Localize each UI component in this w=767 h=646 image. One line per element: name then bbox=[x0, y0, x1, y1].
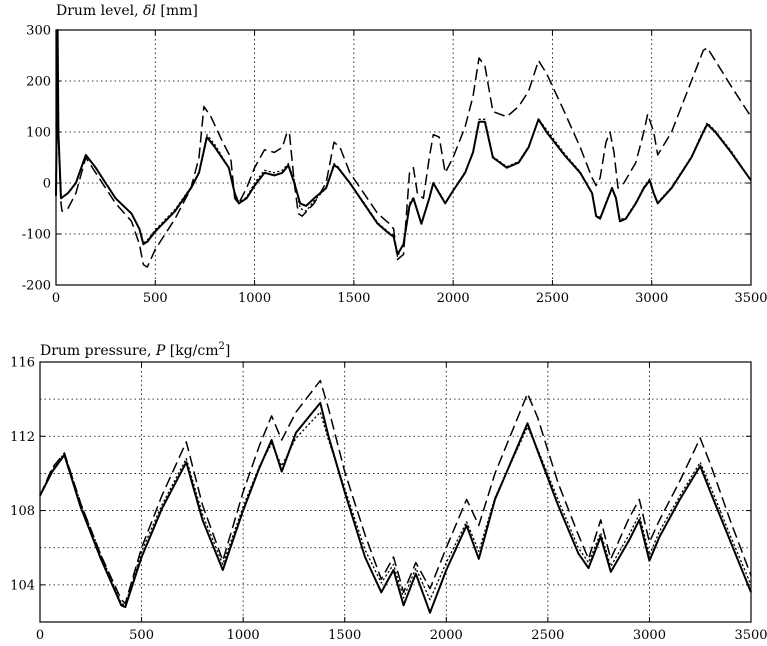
x-tick-label: 0 bbox=[36, 628, 44, 643]
x-tick-label: 0 bbox=[52, 291, 60, 306]
series-line-solid bbox=[39, 401, 752, 614]
y-tick-label: 100 bbox=[26, 126, 51, 141]
drum-pressure-grid bbox=[40, 362, 751, 622]
drum-pressure-series bbox=[39, 379, 752, 614]
drum-level-grid bbox=[56, 30, 751, 285]
drum-level-plot-frame bbox=[55, 29, 752, 286]
series-line-dashed bbox=[55, 44, 752, 268]
y-tick-label: 112 bbox=[10, 430, 35, 445]
series-line-dotted bbox=[39, 411, 752, 606]
drum-pressure-title: Drum pressure, P [kg/cm2] bbox=[40, 341, 230, 359]
series-line-solid bbox=[55, 29, 752, 256]
series-line-dotted bbox=[55, 29, 752, 258]
x-tick-label: 3500 bbox=[734, 628, 767, 643]
x-tick-label: 1500 bbox=[328, 628, 361, 643]
y-tick-label: -100 bbox=[22, 228, 51, 243]
drum-pressure-chart: Drum pressure, P [kg/cm2] 0 500 1000 1500 20… bbox=[10, 341, 767, 643]
y-tick-label: 200 bbox=[26, 75, 51, 90]
x-tick-label: 3500 bbox=[734, 291, 767, 306]
x-tick-label: 3000 bbox=[635, 291, 668, 306]
y-tick-label: 108 bbox=[10, 504, 35, 519]
x-tick-label: 3000 bbox=[633, 628, 666, 643]
y-tick-label: 0 bbox=[43, 177, 51, 192]
drum-level-title: Drum level, δl [mm] bbox=[56, 3, 198, 19]
y-tick-label: 300 bbox=[26, 24, 51, 39]
series-line-dashed bbox=[39, 379, 752, 605]
x-tick-label: 2500 bbox=[531, 628, 564, 643]
drum-level-chart: Drum level, δl [mm] 0 500 1000 1500 2000 2500… bbox=[22, 3, 767, 306]
drum-pressure-ticks: 0 500 1000 1500 2000 2500 3000 3500 104 108 112 116 bbox=[10, 356, 767, 644]
drum-pressure-plot-frame bbox=[39, 361, 752, 623]
x-tick-label: 1500 bbox=[337, 291, 370, 306]
x-tick-label: 2000 bbox=[430, 628, 463, 643]
x-tick-label: 1000 bbox=[227, 628, 260, 643]
x-tick-label: 2000 bbox=[437, 291, 470, 306]
x-tick-label: 2500 bbox=[536, 291, 569, 306]
drum-level-ticks: 0 500 1000 1500 2000 2500 3000 3500 -200 -100 0 100… bbox=[22, 24, 767, 307]
x-tick-label: 500 bbox=[143, 291, 168, 306]
y-tick-label: 104 bbox=[10, 578, 35, 593]
x-tick-label: 1000 bbox=[238, 291, 271, 306]
x-tick-label: 500 bbox=[129, 628, 154, 643]
y-tick-label: 116 bbox=[10, 356, 35, 371]
drum-level-series bbox=[55, 29, 752, 268]
y-tick-label: -200 bbox=[22, 279, 51, 294]
